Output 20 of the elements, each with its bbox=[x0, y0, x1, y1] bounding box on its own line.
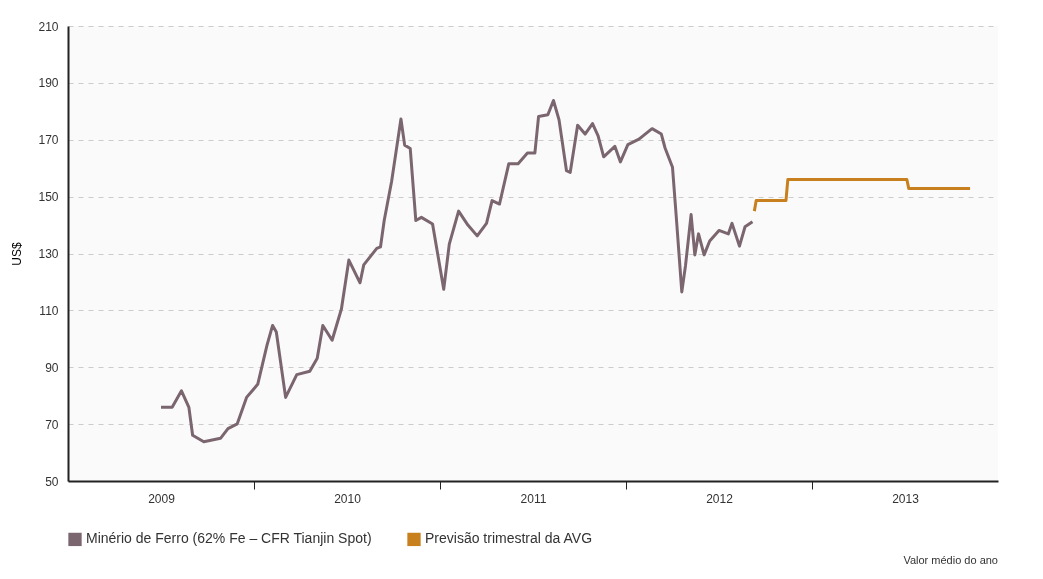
line-series bbox=[752, 178, 972, 213]
x-tick-label: 2010 bbox=[334, 491, 362, 506]
legend-label: Previsão trimestral da AVG bbox=[425, 530, 593, 547]
text: Valor médio do ano bbox=[903, 554, 998, 566]
y-tick-label: 190 bbox=[38, 76, 59, 91]
y-tick-label: 170 bbox=[38, 133, 59, 148]
y-tick-label: 50 bbox=[45, 474, 59, 489]
y-tick-label: 110 bbox=[39, 303, 59, 318]
legend-label: Minério de Ferro (62% Fe – CFR Tianjin Spot) bbox=[86, 530, 372, 547]
y-axis-title: US$ bbox=[10, 242, 25, 266]
x-tick-label: 2012 bbox=[706, 491, 734, 506]
y-tick-label: 150 bbox=[38, 190, 59, 205]
y-tick-label: 70 bbox=[45, 417, 59, 432]
x-tick-label: 2013 bbox=[892, 491, 920, 506]
y-tick-label: 210 bbox=[38, 19, 59, 34]
y-tick-label: 130 bbox=[38, 247, 59, 261]
x-tick-label: 2009 bbox=[148, 491, 176, 506]
x-tick-label: 2011 bbox=[520, 491, 547, 506]
y-tick-label: 90 bbox=[45, 360, 59, 375]
line-series bbox=[159, 99, 754, 444]
